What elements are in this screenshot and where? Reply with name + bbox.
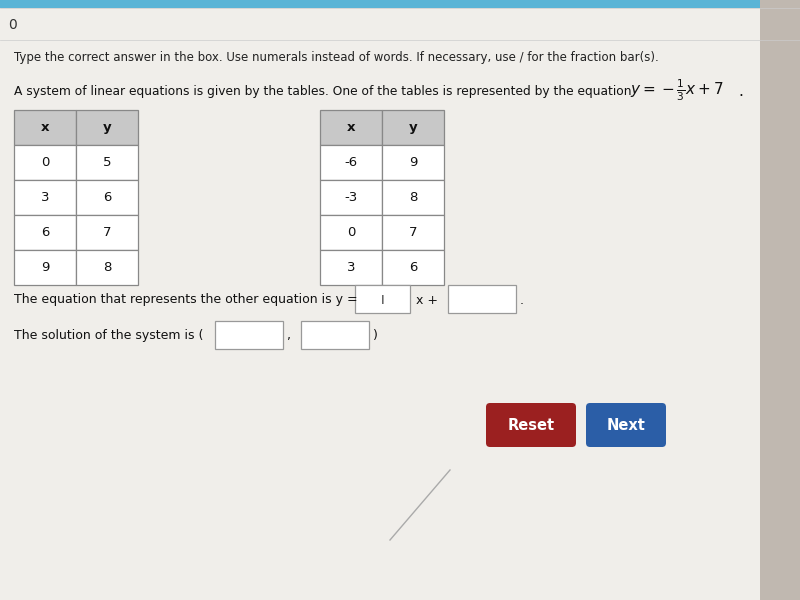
Text: y: y (102, 121, 111, 134)
Text: Type the correct answer in the box. Use numerals instead of words. If necessary,: Type the correct answer in the box. Use … (14, 50, 658, 64)
Bar (320, 180, 382, 215)
Text: $y = -\frac{1}{3}x + 7$: $y = -\frac{1}{3}x + 7$ (630, 77, 724, 103)
Bar (760, 0, 800, 600)
Bar (76, 180, 138, 215)
Text: x: x (41, 121, 50, 134)
Text: 0: 0 (41, 156, 49, 169)
Text: Next: Next (606, 418, 646, 433)
Bar (14, 145, 76, 180)
Bar (382, 180, 444, 215)
Bar (320, 250, 382, 285)
Text: The equation that represents the other equation is y =: The equation that represents the other e… (14, 293, 358, 307)
Text: 8: 8 (103, 261, 111, 274)
Bar (320, 145, 382, 180)
Text: 3: 3 (346, 261, 355, 274)
Text: 0: 0 (8, 18, 17, 32)
Bar (382, 250, 444, 285)
Text: 0: 0 (347, 226, 355, 239)
Bar (76, 110, 138, 145)
Bar (215, 321, 283, 349)
Text: y: y (409, 121, 418, 134)
Text: -6: -6 (345, 156, 358, 169)
Text: Reset: Reset (507, 418, 554, 433)
Text: 5: 5 (102, 156, 111, 169)
Bar (76, 215, 138, 250)
Text: A system of linear equations is given by the tables. One of the tables is repres: A system of linear equations is given by… (14, 85, 635, 98)
Bar (320, 215, 382, 250)
Text: 6: 6 (41, 226, 49, 239)
Bar (76, 250, 138, 285)
Bar (382, 215, 444, 250)
Text: .: . (738, 85, 743, 100)
Text: x +: x + (416, 293, 438, 307)
Bar (448, 285, 516, 313)
Text: 7: 7 (102, 226, 111, 239)
Bar (382, 110, 444, 145)
Bar (0, 0, 800, 8)
Bar (14, 250, 76, 285)
Bar (355, 285, 410, 313)
Bar (382, 145, 444, 180)
Bar (320, 110, 382, 145)
Text: The solution of the system is (: The solution of the system is ( (14, 329, 203, 343)
Bar (14, 110, 76, 145)
Text: -3: -3 (344, 191, 358, 204)
Text: 6: 6 (103, 191, 111, 204)
Text: ): ) (373, 329, 378, 343)
Text: I: I (381, 293, 384, 307)
Text: x: x (346, 121, 355, 134)
Bar (301, 321, 369, 349)
Text: 6: 6 (409, 261, 417, 274)
Bar (14, 180, 76, 215)
FancyBboxPatch shape (486, 403, 576, 447)
Bar (76, 145, 138, 180)
Text: 7: 7 (409, 226, 418, 239)
Text: 3: 3 (41, 191, 50, 204)
Bar (14, 215, 76, 250)
Text: 9: 9 (41, 261, 49, 274)
FancyBboxPatch shape (586, 403, 666, 447)
Text: 9: 9 (409, 156, 417, 169)
Text: 8: 8 (409, 191, 417, 204)
Text: .: . (520, 293, 524, 307)
Text: ,: , (287, 329, 291, 343)
